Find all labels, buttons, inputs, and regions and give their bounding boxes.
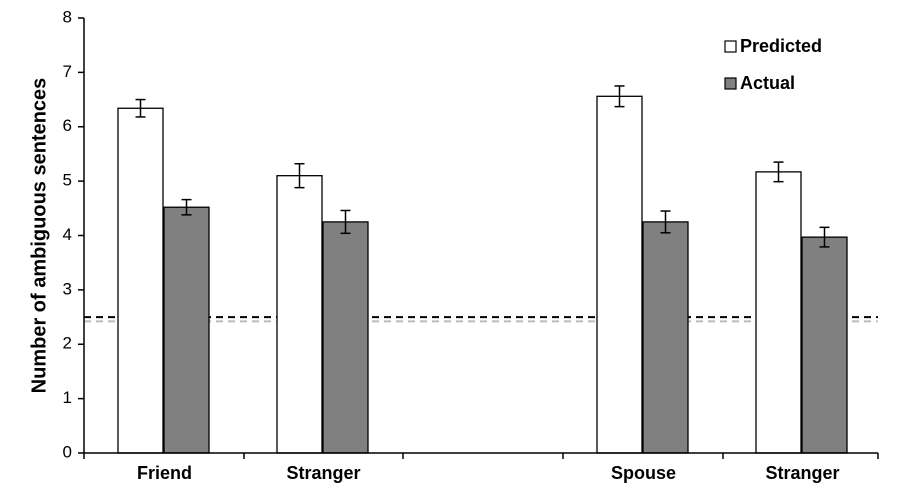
- bar-predicted-4: [755, 171, 802, 454]
- x-category-labels: Friend Stranger Spouse Stranger: [137, 463, 840, 483]
- legend-label-actual: Actual: [740, 73, 795, 93]
- y-tick-label-7: 7: [63, 62, 72, 81]
- x-category-label-1: Friend: [137, 463, 192, 483]
- legend-item-actual: Actual: [724, 73, 795, 93]
- error-bar-predicted-2: [294, 162, 305, 189]
- y-tick-label-4: 4: [63, 225, 72, 244]
- bars: [117, 95, 848, 454]
- y-tick-label-0: 0: [63, 442, 72, 461]
- y-tick-label-8: 8: [63, 7, 72, 26]
- bar-predicted-2: [276, 175, 323, 454]
- y-tick-label-1: 1: [63, 388, 72, 407]
- error-bar-actual-1: [181, 198, 192, 216]
- y-tick-label-5: 5: [63, 171, 72, 190]
- error-bars: [135, 85, 830, 248]
- legend-swatch-predicted: [724, 40, 737, 53]
- reference-lines: [84, 316, 878, 323]
- legend-swatch-actual: [724, 77, 737, 90]
- bar-actual-4: [801, 236, 848, 454]
- y-ticks: 0 1 2 3 4 5 6 7 8: [63, 7, 84, 461]
- bar-actual-1: [163, 206, 210, 454]
- x-category-label-3: Spouse: [611, 463, 676, 483]
- bar-actual-3: [642, 221, 689, 454]
- legend-item-predicted: Predicted: [724, 36, 822, 56]
- error-bar-actual-3: [660, 210, 671, 234]
- bar-actual-2: [322, 221, 369, 454]
- error-bar-predicted-3: [614, 85, 625, 108]
- y-axis-title: Number of ambiguous sentences: [28, 78, 50, 394]
- bar-predicted-1: [117, 107, 164, 454]
- x-category-label-2: Stranger: [286, 463, 360, 483]
- y-tick-label-2: 2: [63, 334, 72, 353]
- legend: Predicted Actual: [724, 36, 822, 93]
- y-axis-title-group: Number of ambiguous sentences: [28, 78, 50, 394]
- error-bar-predicted-4: [773, 161, 784, 183]
- legend-label-predicted: Predicted: [740, 36, 822, 56]
- x-category-label-4: Stranger: [765, 463, 839, 483]
- error-bar-actual-4: [819, 226, 830, 248]
- y-tick-label-3: 3: [63, 279, 72, 298]
- y-tick-label-6: 6: [63, 116, 72, 135]
- error-bar-actual-2: [340, 209, 351, 235]
- error-bar-predicted-1: [135, 98, 146, 118]
- bar-predicted-3: [596, 95, 643, 454]
